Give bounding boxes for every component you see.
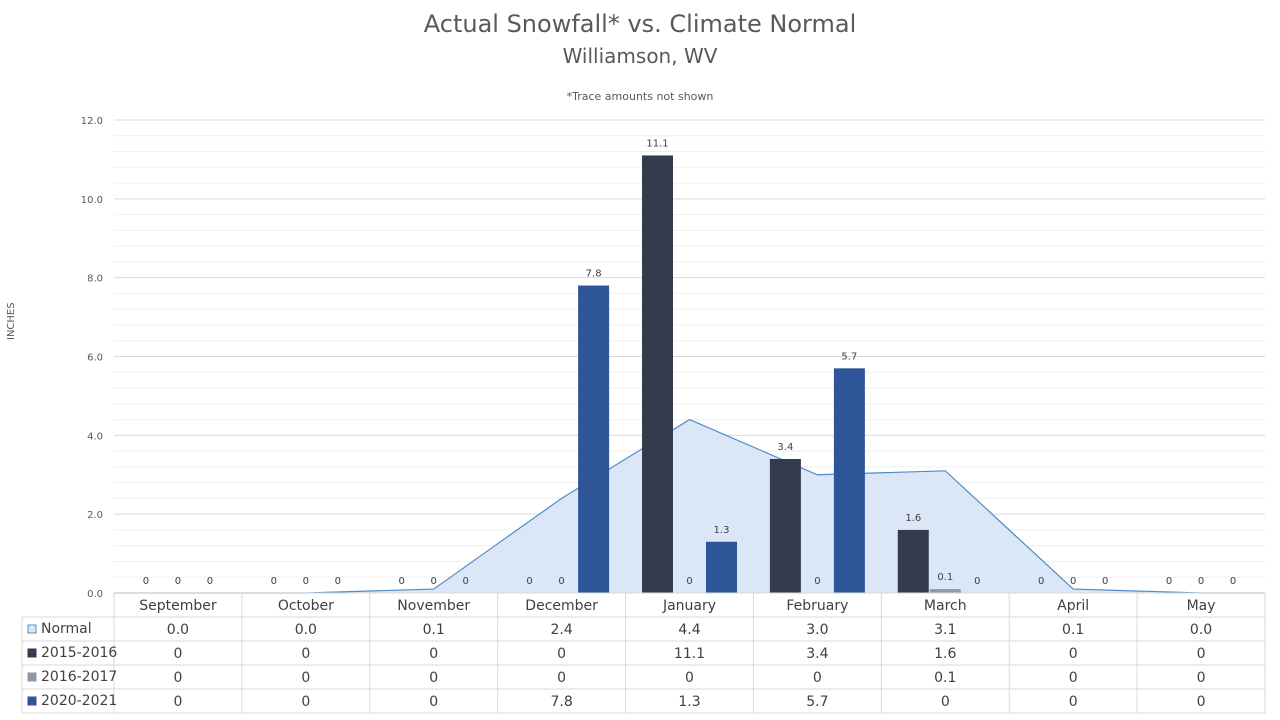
table-cell: 0 [685, 670, 694, 686]
bar-data-label: 0.1 [937, 572, 953, 583]
normal-area [114, 419, 1265, 593]
table-cell: 0 [173, 646, 182, 662]
bar-data-label: 0 [463, 576, 469, 587]
bar-data-label: 0 [686, 576, 692, 587]
legend-swatch [27, 672, 37, 682]
legend-series-name: 2020-2021 [41, 693, 117, 709]
table-cell: 0 [429, 670, 438, 686]
table-cell: 5.7 [806, 694, 828, 710]
bar-data-label: 5.7 [841, 351, 857, 362]
table-cell: 0 [1069, 646, 1078, 662]
bar-data-label: 0 [814, 576, 820, 587]
x-category-label: January [662, 598, 716, 614]
bar-data-label: 0 [1102, 576, 1108, 587]
table-cell: 0 [429, 694, 438, 710]
table-cell: 0 [557, 670, 566, 686]
table-cell: 0.1 [934, 670, 956, 686]
bar-data-label: 0 [558, 576, 564, 587]
bar-data-label: 7.8 [586, 269, 602, 280]
bar-data-label: 3.4 [777, 442, 793, 453]
legend-series-name: 2016-2017 [41, 669, 117, 685]
table-cell: 1.3 [678, 694, 700, 710]
bar-data-label: 0 [399, 576, 405, 587]
table-cell: 0 [813, 670, 822, 686]
table-cell: 0 [301, 694, 310, 710]
y-tick-label: 12.0 [81, 116, 103, 127]
y-tick-label: 10.0 [81, 195, 103, 206]
legend-swatch [27, 624, 37, 634]
bar-2020-2021 [578, 285, 610, 593]
x-category-label: October [278, 598, 334, 614]
bar-data-label: 11.1 [646, 138, 668, 149]
table-cell: 0.0 [1190, 622, 1212, 638]
bar-data-label: 0 [335, 576, 341, 587]
bar-data-label: 0 [974, 576, 980, 587]
table-cell: 0.0 [167, 622, 189, 638]
bar-data-label: 0 [1198, 576, 1204, 587]
table-cell: 2.4 [550, 622, 572, 638]
bar-data-label: 1.6 [905, 513, 921, 524]
x-category-label: March [924, 598, 967, 614]
table-cell: 0 [301, 646, 310, 662]
table-cell: 0 [1197, 694, 1206, 710]
x-category-label: April [1057, 598, 1089, 614]
table-cell: 3.0 [806, 622, 828, 638]
y-tick-label: 8.0 [87, 274, 103, 285]
table-cell: 7.8 [550, 694, 572, 710]
bar-2020-2021 [833, 368, 865, 593]
bar-data-label: 1.3 [714, 525, 730, 536]
table-cell: 0 [301, 670, 310, 686]
table-cell: 4.4 [678, 622, 700, 638]
table-cell: 0 [173, 694, 182, 710]
y-tick-label: 4.0 [87, 431, 103, 442]
table-cell: 3.1 [934, 622, 956, 638]
x-category-label: September [139, 598, 217, 614]
chart-title: Actual Snowfall* vs. Climate Normal [423, 10, 857, 38]
y-tick-label: 6.0 [87, 353, 103, 364]
bar-2015-2016 [642, 155, 673, 593]
y-tick-label: 0.0 [87, 589, 103, 600]
table-cell: 0 [941, 694, 950, 710]
bar-data-label: 0 [271, 576, 277, 587]
table-cell: 0 [1197, 670, 1206, 686]
table-cell: 1.6 [934, 646, 956, 662]
table-cell: 0 [1069, 694, 1078, 710]
bar-data-label: 0 [431, 576, 437, 587]
bar-data-label: 0 [207, 576, 213, 587]
bar-2016-2017 [929, 589, 961, 593]
bar-data-label: 0 [1070, 576, 1076, 587]
x-category-label: February [786, 598, 848, 614]
x-category-label: November [397, 598, 470, 614]
bar-data-label: 0 [303, 576, 309, 587]
table-cell: 0.1 [423, 622, 445, 638]
bar-data-label: 0 [526, 576, 532, 587]
table-cell: 0 [173, 670, 182, 686]
bar-data-label: 0 [143, 576, 149, 587]
table-cell: 0 [429, 646, 438, 662]
y-tick-label: 2.0 [87, 510, 103, 521]
x-category-label: May [1187, 598, 1216, 614]
table-cell: 0.1 [1062, 622, 1084, 638]
x-category-label: December [525, 598, 598, 614]
legend-swatch [27, 696, 37, 706]
bar-data-label: 0 [1038, 576, 1044, 587]
chart-subtitle: Williamson, WV [562, 44, 718, 68]
bar-2015-2016 [769, 458, 801, 593]
chart-note: *Trace amounts not shown [566, 90, 714, 103]
table-cell: 0 [1069, 670, 1078, 686]
legend-series-name: 2015-2016 [41, 645, 117, 661]
table-cell: 0 [1197, 646, 1206, 662]
table-cell: 11.1 [674, 646, 705, 662]
bar-data-label: 0 [175, 576, 181, 587]
bar-data-label: 0 [1166, 576, 1172, 587]
table-cell: 0 [557, 646, 566, 662]
legend-swatch [27, 648, 37, 658]
table-cell: 3.4 [806, 646, 828, 662]
bar-2020-2021 [706, 541, 737, 593]
table-cell: 0.0 [295, 622, 317, 638]
legend-series-name: Normal [41, 621, 92, 637]
bar-data-label: 0 [1230, 576, 1236, 587]
bar-2015-2016 [897, 529, 929, 593]
